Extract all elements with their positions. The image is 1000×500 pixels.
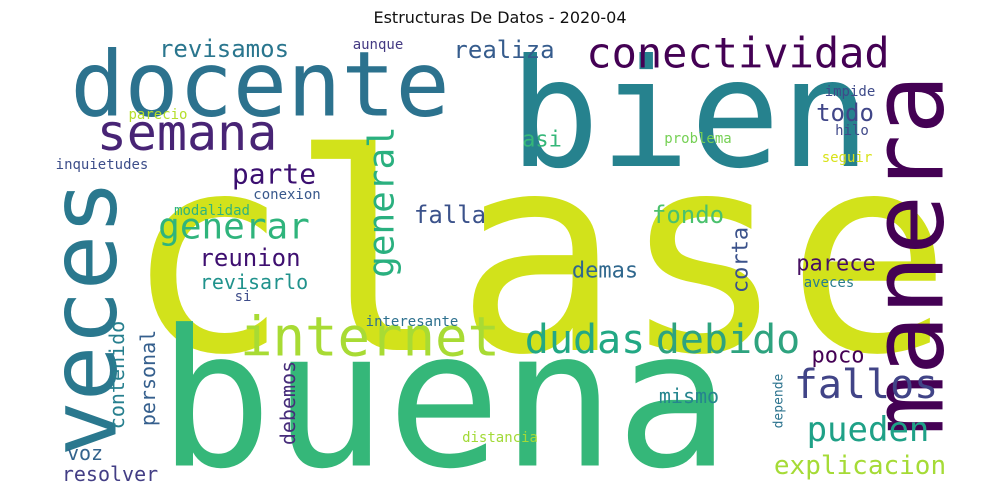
- word-manera: manera: [850, 74, 967, 435]
- word-veces: veces: [31, 180, 138, 457]
- word-reunion: reunion: [199, 244, 300, 272]
- word-impide: impide: [825, 84, 876, 100]
- word-resolver: resolver: [62, 462, 158, 486]
- word-hilo: hilo: [835, 123, 869, 139]
- word-fallos: fallos: [794, 362, 939, 408]
- word-problema: problema: [664, 131, 731, 147]
- word-conectividad: conectividad: [586, 29, 889, 78]
- word-dudas: dudas: [525, 317, 645, 363]
- word-general: general: [362, 126, 403, 278]
- word-parecio: parecio: [128, 107, 187, 123]
- word-demas: demas: [572, 259, 638, 284]
- word-parece: parece: [796, 252, 875, 277]
- word-bien: bien: [509, 28, 870, 202]
- word-revisamos: revisamos: [159, 35, 289, 63]
- word-asi: asi: [522, 128, 562, 153]
- chart-title: Estructuras De Datos - 2020-04: [373, 8, 627, 27]
- word-realiza: realiza: [453, 36, 554, 64]
- word-contenido: contenido: [105, 321, 129, 429]
- word-inquietudes: inquietudes: [56, 157, 149, 173]
- word-generar: generar: [158, 207, 310, 248]
- word-revisarlo: revisarlo: [200, 270, 308, 294]
- word-aunque: aunque: [353, 37, 404, 53]
- word-parte: parte: [232, 158, 316, 191]
- word-clase: clase: [124, 95, 952, 415]
- word-buena: buena: [158, 290, 730, 500]
- word-debemos: debemos: [276, 361, 300, 445]
- word-todo: todo: [816, 99, 874, 127]
- word-poco: poco: [812, 344, 865, 369]
- word-interesante: interesante: [366, 314, 459, 330]
- word-fondo: fondo: [652, 201, 724, 229]
- word-si: si: [235, 289, 252, 305]
- word-modalidad: modalidad: [174, 203, 250, 219]
- word-internet: internet: [240, 306, 500, 369]
- word-voz: voz: [67, 441, 103, 465]
- word-corta: corta: [729, 227, 754, 293]
- word-mismo: mismo: [659, 384, 719, 408]
- word-explicacion: explicacion: [774, 451, 946, 481]
- word-personal: personal: [136, 330, 160, 426]
- word-debido: debido: [656, 317, 801, 363]
- word-seguir: seguir: [822, 150, 873, 166]
- word-conexion: conexion: [253, 187, 320, 203]
- word-distancia: distancia: [462, 430, 538, 446]
- word-aveces: aveces: [804, 275, 855, 291]
- word-pueden: pueden: [807, 410, 930, 450]
- word-semana: semana: [97, 104, 278, 162]
- word-falla: falla: [414, 201, 486, 229]
- word-docente: docente: [70, 33, 449, 138]
- word-depende: depende: [772, 373, 787, 428]
